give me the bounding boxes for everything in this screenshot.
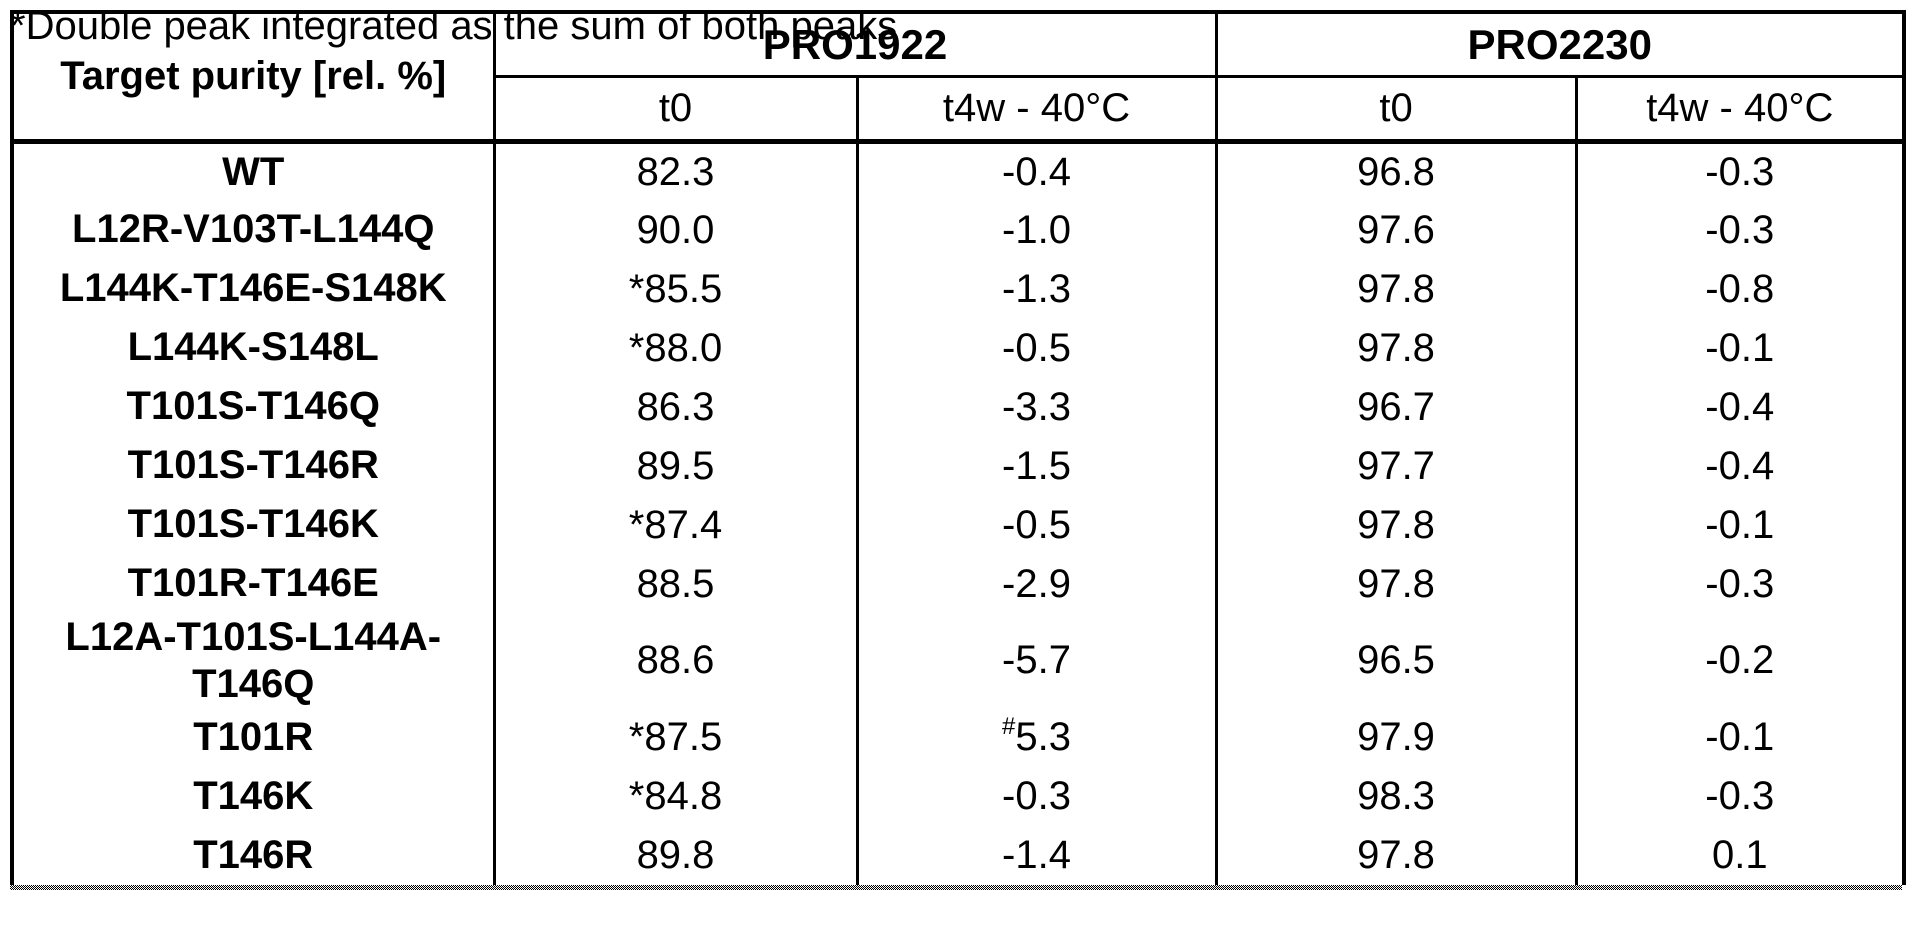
- value-cell: 0.1: [1574, 825, 1906, 885]
- value-cell: *85.5: [492, 259, 859, 319]
- value-cell: 97.8: [1214, 825, 1578, 885]
- group-header-pro2230: PRO2230: [1214, 12, 1906, 78]
- table-row: WT 82.3 -0.4 96.8 -0.3: [10, 141, 1906, 201]
- table-row: T101S-T146K *87.4 -0.5 97.8 -0.1: [10, 495, 1906, 555]
- value-cell: -0.8: [1574, 259, 1906, 319]
- table-row: L144K-S148L *88.0 -0.5 97.8 -0.1: [10, 318, 1906, 378]
- table-row: L144K-T146E-S148K *85.5 -1.3 97.8 -0.8: [10, 259, 1906, 319]
- table-row: T101R-T146E 88.5 -2.9 97.8 -0.3: [10, 554, 1906, 614]
- table-row: T101S-T146R 89.5 -1.5 97.7 -0.4: [10, 436, 1906, 496]
- value-cell: -0.1: [1574, 707, 1906, 767]
- value-cell: -0.3: [1574, 200, 1906, 260]
- value-cell: -0.4: [1574, 436, 1906, 496]
- value-cell: -0.2: [1574, 613, 1906, 708]
- subheader-t0-pro2230: t0: [1214, 76, 1578, 144]
- value-cell: *84.8: [492, 766, 859, 826]
- variant-label: T101R: [10, 707, 496, 767]
- value-cell: 97.8: [1214, 318, 1578, 378]
- header-row-groups: Target purity [rel. %] PRO1922 PRO2230: [10, 12, 1906, 144]
- variant-label: L144K-T146E-S148K: [10, 259, 496, 319]
- value-cell: -1.0: [855, 200, 1218, 260]
- value-cell: 96.5: [1214, 613, 1578, 708]
- variant-label: T146K: [10, 766, 496, 826]
- value-cell: 90.0: [492, 200, 859, 260]
- group-header-pro1922: PRO1922: [492, 12, 1218, 78]
- table-row: T101S-T146Q 86.3 -3.3 96.7 -0.4: [10, 377, 1906, 437]
- value-cell: -0.3: [1574, 554, 1906, 614]
- value-cell: -5.7: [855, 613, 1218, 708]
- header-row-subcolumns: t0 t4w - 40°C t0 t4w - 40°C: [12, 76, 1906, 144]
- variant-label: T101R-T146E: [10, 554, 496, 614]
- variant-label: T146R: [10, 825, 496, 885]
- variant-label: T101S-T146Q: [10, 377, 496, 437]
- value-cell: 97.8: [1214, 495, 1578, 555]
- value-cell: 97.6: [1214, 200, 1578, 260]
- variant-label: T101S-T146K: [10, 495, 496, 555]
- variant-label: WT: [10, 141, 496, 201]
- value-cell: -0.1: [1574, 495, 1906, 555]
- value-cell: 86.3: [492, 377, 859, 437]
- value-cell: -0.5: [855, 318, 1218, 378]
- table-row: T146K *84.8 -0.3 98.3 -0.3: [10, 766, 1906, 826]
- value-cell: 96.7: [1214, 377, 1578, 437]
- table-body: WT 82.3 -0.4 96.8 -0.3 L12R-V103T-L144Q 90.0 -1…: [10, 141, 1906, 885]
- value-cell: 97.9: [1214, 707, 1578, 767]
- value-cell: 88.6: [492, 613, 859, 708]
- value-cell: -0.4: [855, 141, 1218, 201]
- value-cell: -3.3: [855, 377, 1218, 437]
- value-cell: 98.3: [1214, 766, 1578, 826]
- value-cell: -0.4: [1574, 377, 1906, 437]
- value-cell: -0.1: [1574, 318, 1906, 378]
- value-cell: 97.8: [1214, 259, 1578, 319]
- subheader-t0-pro1922: t0: [492, 76, 859, 144]
- value-cell: -0.3: [1574, 141, 1906, 201]
- value-cell: 97.8: [1214, 554, 1578, 614]
- corner-header: Target purity [rel. %]: [10, 12, 496, 144]
- table-row: L12R-V103T-L144Q 90.0 -1.0 97.6 -0.3: [10, 200, 1906, 260]
- value-cell: 89.5: [492, 436, 859, 496]
- hash-superscript: #: [1002, 713, 1016, 741]
- table-row: L12A-T101S-L144A-T146Q 88.6 -5.7 96.5 -0.2: [10, 613, 1906, 708]
- table-row: T146R 89.8 -1.4 97.8 0.1: [10, 825, 1906, 885]
- value-cell: -1.4: [855, 825, 1218, 885]
- footnote: *Double peak integrated as the sum of bo…: [10, 4, 898, 48]
- value-cell: -1.5: [855, 436, 1218, 496]
- value-cell: -0.3: [1574, 766, 1906, 826]
- value-cell: -0.3: [855, 766, 1218, 826]
- value-cell: *88.0: [492, 318, 859, 378]
- value-cell: 89.8: [492, 825, 859, 885]
- value-cell: 82.3: [492, 141, 859, 201]
- target-purity-table: Target purity [rel. %] PRO1922 PRO2230 t…: [10, 10, 1907, 885]
- value-cell: -2.9: [855, 554, 1218, 614]
- variant-label: T101S-T146R: [10, 436, 496, 496]
- value-cell: 97.7: [1214, 436, 1578, 496]
- value-cell: 96.8: [1214, 141, 1578, 201]
- variant-label: L12R-V103T-L144Q: [10, 200, 496, 260]
- variant-label: L12A-T101S-L144A-T146Q: [10, 613, 496, 708]
- variant-label: L144K-S148L: [10, 318, 496, 378]
- value-cell: 88.5: [492, 554, 859, 614]
- table-row: T101R *87.5 #5.3 97.9 -0.1: [10, 707, 1906, 767]
- value-cell: *87.4: [492, 495, 859, 555]
- value-cell: #5.3: [855, 707, 1218, 767]
- value-cell: *87.5: [492, 707, 859, 767]
- purity-table-container: Target purity [rel. %] PRO1922 PRO2230 t…: [10, 10, 1907, 890]
- value-cell: -0.5: [855, 495, 1218, 555]
- subheader-t4w-pro2230: t4w - 40°C: [1574, 76, 1906, 144]
- value-cell: -1.3: [855, 259, 1218, 319]
- subheader-t4w-pro1922: t4w - 40°C: [855, 76, 1218, 144]
